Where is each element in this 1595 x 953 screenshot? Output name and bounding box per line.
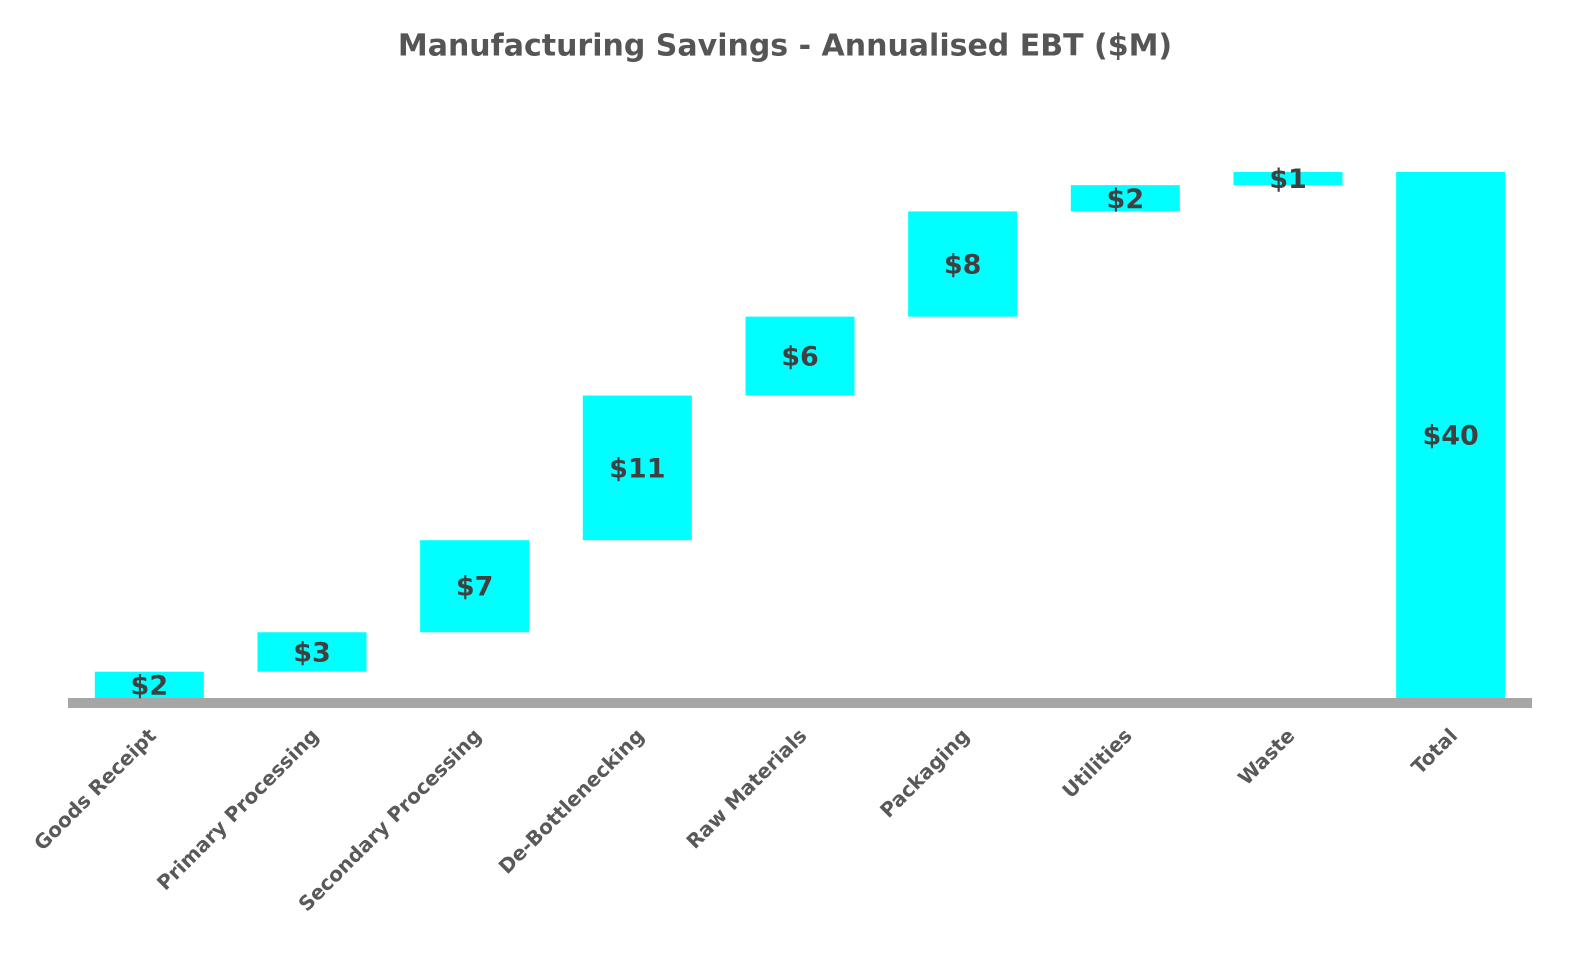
data-label: $3 bbox=[293, 637, 331, 668]
x-tick-label: Primary Processing bbox=[152, 723, 323, 894]
data-label: $8 bbox=[944, 250, 982, 281]
x-tick-label: Waste bbox=[1233, 723, 1299, 789]
data-label: $40 bbox=[1422, 421, 1478, 452]
bar bbox=[257, 632, 367, 672]
x-tick-label: Goods Receipt bbox=[29, 723, 161, 855]
bar bbox=[745, 316, 855, 396]
x-tick-label: Total bbox=[1406, 723, 1462, 779]
bar bbox=[1233, 172, 1343, 186]
chart-title: Manufacturing Savings - Annualised EBT (… bbox=[398, 29, 1172, 64]
data-label: $2 bbox=[131, 670, 169, 701]
x-tick-label: Secondary Processing bbox=[293, 723, 486, 916]
data-label: $11 bbox=[609, 453, 665, 484]
x-tick-label: De-Bottlenecking bbox=[494, 723, 649, 878]
data-label: $2 bbox=[1107, 184, 1145, 215]
bar bbox=[582, 395, 692, 541]
bar bbox=[908, 211, 1018, 317]
bar bbox=[1396, 172, 1506, 698]
bar bbox=[94, 671, 204, 698]
data-label: $1 bbox=[1269, 164, 1307, 195]
bar bbox=[420, 540, 530, 633]
bar bbox=[1070, 185, 1180, 212]
x-tick-label: Utilities bbox=[1057, 723, 1136, 802]
x-tick-label: Packaging bbox=[875, 723, 974, 822]
x-tick-label: Raw Materials bbox=[681, 723, 811, 853]
data-label: $7 bbox=[456, 572, 494, 603]
data-label: $6 bbox=[781, 342, 819, 373]
